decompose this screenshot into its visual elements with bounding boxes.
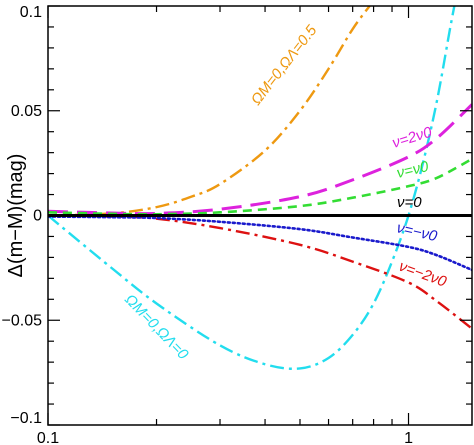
y-tick-label: −0.05 bbox=[2, 312, 43, 329]
y-tick-label: −0.1 bbox=[10, 410, 42, 427]
curve-label: ν=0 bbox=[397, 194, 422, 211]
curve-label: ΩM=0,ΩΛ=0 bbox=[121, 291, 192, 363]
curve-label: ν=−2ν0 bbox=[397, 258, 450, 291]
curve-label: ν=−ν0 bbox=[395, 219, 439, 245]
series-line-2 bbox=[48, 103, 472, 216]
y-tick-label: 0.1 bbox=[20, 4, 42, 21]
series-line-3 bbox=[48, 215, 472, 272]
y-axis-label: Δ(m−M)(mag) bbox=[5, 154, 27, 278]
x-tick-label: 0.1 bbox=[37, 430, 59, 445]
y-tick-label: 0.05 bbox=[11, 103, 42, 120]
y-tick-label: 0 bbox=[33, 208, 42, 225]
curve-label: ν=ν0 bbox=[395, 158, 431, 182]
series-line-4 bbox=[48, 214, 472, 330]
curves-layer bbox=[48, 6, 472, 370]
ticks-layer: 0.1 1 −0.1 −0.05 0 0.05 0.1 bbox=[2, 4, 472, 445]
x-tick-label: 1 bbox=[404, 430, 413, 445]
series-line-5 bbox=[48, 6, 371, 217]
series-line-6 bbox=[48, 6, 456, 370]
